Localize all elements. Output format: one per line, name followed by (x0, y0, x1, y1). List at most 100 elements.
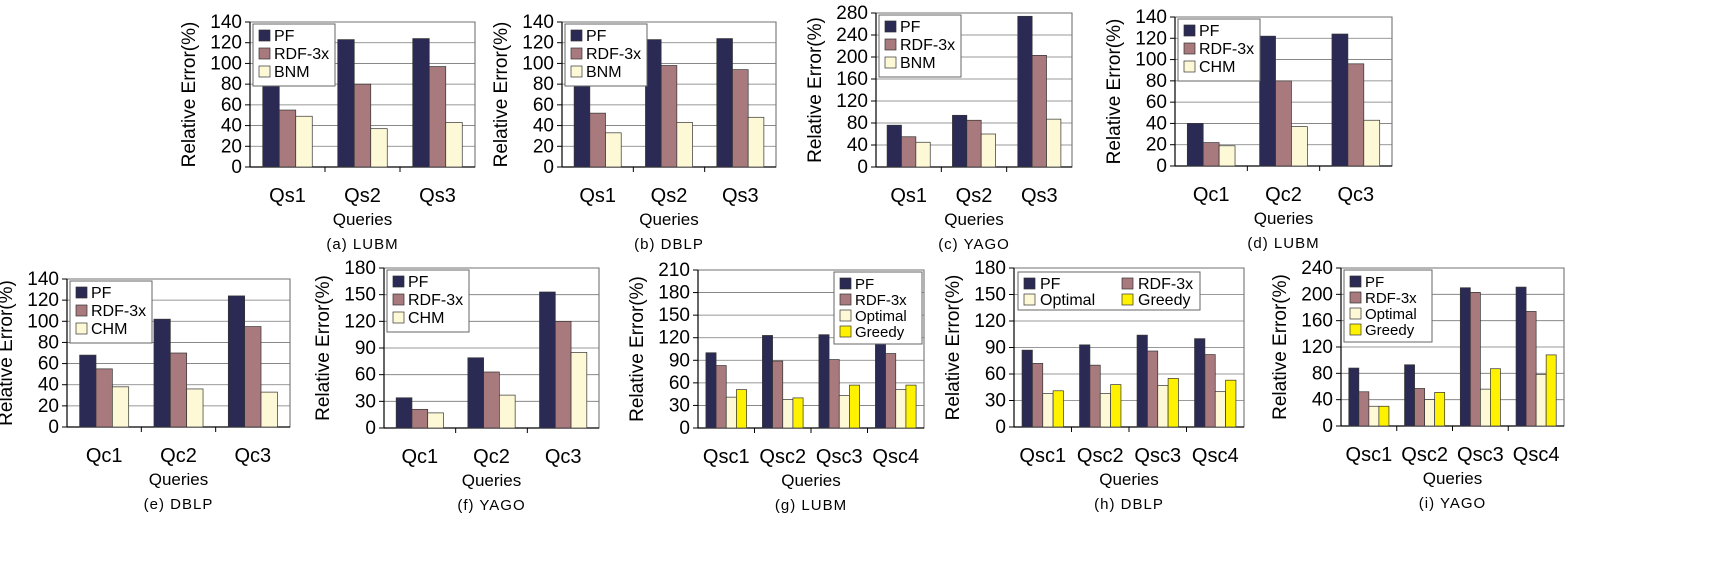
y-tick-label: 0 (231, 157, 242, 178)
legend-label: PF (408, 274, 429, 291)
y-tick-label: 90 (985, 338, 1006, 359)
y-tick-label: 100 (210, 53, 242, 74)
bar-optimal-qsc1 (1042, 393, 1054, 428)
y-axis-label: Relative Error(%) (1104, 19, 1125, 165)
y-tick-label: 40 (38, 375, 59, 396)
bar-rdf-3x-qc2 (483, 371, 500, 429)
bar-bnm-qs2 (676, 122, 693, 168)
y-tick-label: 80 (533, 74, 554, 95)
y-tick-label: 160 (1301, 311, 1333, 332)
legend-label: BNM (900, 55, 936, 72)
bar-pf-qc1 (79, 354, 97, 428)
y-tick-label: 30 (355, 391, 376, 412)
x-tick-label: Qc2 (473, 446, 510, 468)
bar-optimal-qsc2 (1424, 399, 1436, 427)
bar-pf-qs3 (412, 38, 430, 168)
y-tick-label: 140 (210, 12, 242, 33)
bar-optimal-qsc2 (1099, 393, 1111, 428)
bar-greedy-qsc3 (1490, 368, 1501, 427)
panel-caption: (h) DBLP (1094, 496, 1164, 513)
x-tick-label: Qs3 (1021, 185, 1058, 207)
bar-rdf-3x-qs3 (428, 66, 447, 168)
x-tick-label: Qsc3 (816, 446, 863, 468)
bar-pf-qc3 (227, 295, 246, 428)
bar-rdf-3x-qsc1 (715, 365, 727, 429)
legend-label: PF (1365, 274, 1384, 291)
legend-label: Greedy (1138, 292, 1190, 309)
chart-panel-6: 0 30 60 90 120 150 180 Qc1 Qc2 Qc3 Relative Error(… (313, 258, 600, 514)
legend-swatch (258, 47, 271, 60)
legend-label: BNM (274, 64, 310, 81)
bar-rdf-3x-qs2 (353, 83, 372, 168)
x-axis-label: Queries (333, 210, 393, 229)
legend-swatch (1121, 277, 1134, 290)
bar-rdf-3x-qs2 (966, 119, 982, 168)
legend-label: CHM (1199, 59, 1235, 76)
y-tick-label: 120 (974, 311, 1006, 332)
legend-swatch (839, 277, 852, 290)
bar-rdf-3x-qs2 (660, 65, 678, 168)
legend-label: Optimal (855, 308, 907, 325)
y-tick-label: 120 (836, 91, 868, 112)
bar-optimal-qsc1 (1368, 405, 1380, 427)
x-tick-label: Qsc1 (1019, 445, 1066, 467)
bar-rdf-3x-qsc1 (1358, 391, 1370, 427)
y-tick-label: 0 (543, 157, 554, 178)
bar-rdf-3x-qsc3 (1469, 292, 1481, 427)
x-tick-label: Qsc4 (872, 446, 919, 468)
y-tick-label: 140 (522, 12, 554, 33)
bar-greedy-qsc4 (905, 384, 917, 429)
panel-caption: (b) DBLP (634, 236, 704, 253)
y-tick-label: 180 (974, 258, 1006, 279)
legend-swatch (392, 293, 405, 306)
y-tick-label: 0 (995, 417, 1006, 438)
x-axis-label: Queries (149, 470, 209, 489)
legend-label: RDF-3x (274, 46, 329, 63)
bar-pf-qc3 (1331, 33, 1349, 167)
bar-rdf-3x-qc1 (1202, 142, 1220, 167)
bar-rdf-3x-qs1 (589, 112, 606, 168)
y-tick-label: 240 (1301, 258, 1333, 279)
bar-chm-qc2 (499, 394, 516, 429)
y-tick-label: 210 (658, 260, 690, 281)
legend-swatch (1349, 323, 1362, 336)
x-axis-label: Queries (462, 471, 522, 490)
bar-pf-qsc1 (1021, 349, 1033, 428)
y-tick-label: 120 (1135, 28, 1167, 49)
bar-pf-qs3 (1017, 15, 1033, 168)
y-axis-label: Relative Error(%) (313, 275, 334, 421)
bar-pf-qs2 (337, 39, 355, 168)
legend-label: PF (274, 28, 295, 45)
bar-greedy-qsc1 (736, 389, 747, 429)
x-tick-label: Qs1 (579, 185, 616, 207)
x-axis-label: Queries (781, 471, 841, 490)
bar-bnm-qs2 (980, 133, 996, 168)
y-axis-label: Relative Error(%) (0, 280, 17, 426)
bar-optimal-qsc1 (725, 396, 737, 429)
legend-swatch (1183, 24, 1196, 37)
chart-panel-8: 0 30 60 90 120 150 180 Qsc1 Qsc2 Qsc3 Qsc4 Relative… (943, 258, 1245, 513)
bar-pf-qs1 (573, 83, 591, 168)
legend-swatch (1349, 307, 1362, 320)
bar-rdf-3x-qs1 (901, 136, 917, 168)
x-tick-label: Qc1 (86, 445, 123, 467)
bar-rdf-3x-qsc1 (1032, 363, 1044, 428)
bar-bnm-qs1 (295, 115, 313, 168)
x-tick-label: Qsc4 (1192, 445, 1239, 467)
y-tick-label: 80 (1146, 71, 1167, 92)
legend-swatch (570, 29, 583, 42)
y-tick-label: 120 (658, 328, 690, 349)
bar-greedy-qsc1 (1378, 405, 1390, 427)
bar-optimal-qsc3 (838, 395, 850, 429)
x-tick-label: Qs1 (269, 185, 306, 207)
legend-swatch (839, 293, 852, 306)
